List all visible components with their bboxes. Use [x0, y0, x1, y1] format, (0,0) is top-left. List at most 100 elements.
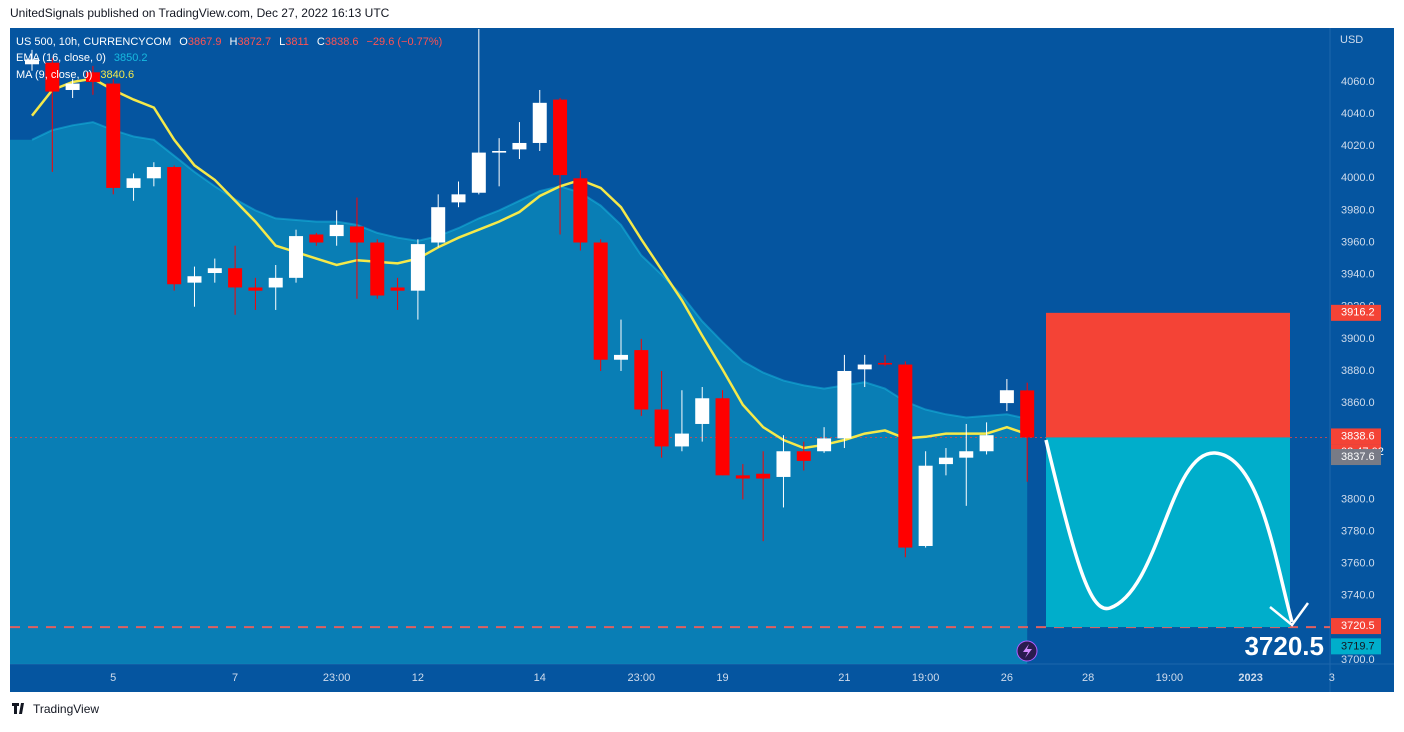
- candle-body: [593, 242, 608, 360]
- brand-logo: [12, 703, 24, 714]
- x-tick-label: 19: [716, 672, 728, 684]
- candle-body: [126, 178, 141, 188]
- candle-body: [918, 465, 933, 546]
- brand: TradingView: [12, 702, 99, 716]
- legend-ma: MA (9, close, 0) 3840.6: [16, 69, 134, 81]
- y-tick-label: 3740.0: [1341, 590, 1375, 602]
- target-zone: [1046, 437, 1290, 628]
- candle-body: [65, 83, 80, 90]
- y-tick-label: 3780.0: [1341, 525, 1375, 537]
- price-badge: [1331, 449, 1381, 466]
- candle-body: [289, 236, 304, 278]
- brand-name: TradingView: [33, 702, 99, 716]
- x-tick-label: 12: [412, 672, 424, 684]
- candle-body: [512, 142, 527, 150]
- indicator-value: 3850.2: [114, 52, 148, 64]
- legend-ohlc: US 500, 10h, CURRENCYCOM O3867.9 H3872.7 L3…: [16, 36, 442, 48]
- candle-body: [45, 62, 60, 92]
- x-tick-label: 14: [534, 672, 546, 684]
- candle-body: [349, 226, 364, 243]
- candle-body: [878, 362, 893, 365]
- candle-body: [268, 277, 283, 288]
- ohlc-value: 3838.6: [325, 36, 359, 48]
- y-tick-label: 4040.0: [1341, 108, 1375, 120]
- candle-body: [228, 268, 243, 288]
- event-icon: [1023, 644, 1032, 658]
- candle-body: [532, 102, 547, 143]
- y-tick-label: 3860.0: [1341, 397, 1375, 409]
- candle-body: [451, 194, 466, 203]
- candle-body: [979, 435, 994, 452]
- stop-zone: [1046, 312, 1290, 438]
- candle-body: [938, 457, 953, 465]
- x-tick-label: 5: [110, 672, 116, 684]
- candle-body: [756, 473, 771, 479]
- candle-body: [654, 409, 669, 447]
- y-tick-label: 4020.0: [1341, 140, 1375, 152]
- candle-body: [898, 364, 913, 548]
- candle-body: [959, 451, 974, 458]
- ohlc-letter: L: [279, 36, 285, 48]
- candle-body: [817, 438, 832, 452]
- price-badge-label: 3719.7: [1341, 640, 1375, 652]
- ohlc-letter: O: [179, 36, 188, 48]
- y-tick-label: 3700.0: [1341, 654, 1375, 666]
- x-tick-label: 19:00: [912, 672, 940, 684]
- candle-body: [776, 451, 791, 477]
- price-badge-label: 3916.2: [1341, 307, 1375, 319]
- price-badge-label: 3837.6: [1341, 451, 1375, 463]
- x-tick-label: 7: [232, 672, 238, 684]
- y-tick-label: 3900.0: [1341, 333, 1375, 345]
- candle-body: [735, 475, 750, 479]
- y-tick-label: 4060.0: [1341, 76, 1375, 88]
- x-tick-label: 23:00: [323, 672, 351, 684]
- currency-label: USD: [1340, 34, 1363, 46]
- price-badge: [1331, 428, 1381, 445]
- ohlc-letter: H: [230, 36, 238, 48]
- candle-body: [695, 398, 710, 424]
- x-tick-label: 3: [1329, 672, 1335, 684]
- y-tick-label: 3880.0: [1341, 365, 1375, 377]
- candle-body: [410, 244, 425, 291]
- indicator-name: MA (9, close, 0): [16, 69, 92, 81]
- legend-ema: EMA (16, close, 0) 3850.2: [16, 52, 148, 64]
- ema-line: [31, 121, 1028, 420]
- y-tick-label: 3940.0: [1341, 269, 1375, 281]
- ohlc-letter: C: [317, 36, 325, 48]
- x-tick-label: 23:00: [628, 672, 656, 684]
- candle-body: [492, 150, 507, 153]
- candle-body: [715, 398, 730, 476]
- price-badge: [1331, 618, 1381, 635]
- candle-body: [796, 451, 811, 461]
- projection-curve: [1044, 439, 1294, 623]
- y-tick-label: 3980.0: [1341, 204, 1375, 216]
- candle-body: [634, 350, 649, 410]
- candle-body: [167, 167, 182, 285]
- price-badge-label: 3838.6: [1341, 430, 1375, 442]
- x-tick-label: 21: [838, 672, 850, 684]
- header: UnitedSignals published on TradingView.c…: [10, 6, 390, 20]
- candle-body: [573, 178, 588, 243]
- candle-body: [146, 167, 161, 179]
- indicator-name: EMA (16, close, 0): [16, 52, 106, 64]
- candle-body: [309, 234, 324, 243]
- candle-body: [999, 390, 1014, 404]
- candle-body: [431, 207, 446, 243]
- ema-area: [10, 122, 1028, 665]
- candle-body: [85, 72, 100, 82]
- x-tick-label: 19:00: [1156, 672, 1184, 684]
- candle-body: [1020, 390, 1035, 438]
- price-badge: [1331, 638, 1381, 655]
- y-tick-label: 4000.0: [1341, 172, 1375, 184]
- plot: [10, 28, 1330, 665]
- candle-body: [553, 99, 568, 176]
- x-tick-label: 2023: [1238, 672, 1262, 684]
- candle-body: [106, 83, 121, 188]
- symbol: US 500, 10h, CURRENCYCOM: [16, 36, 171, 48]
- target-big-label: 3720.5: [1244, 631, 1324, 661]
- candle-body: [329, 224, 344, 237]
- x-tick-label: 26: [1001, 672, 1013, 684]
- price-badge-label: 3720.5: [1341, 620, 1375, 632]
